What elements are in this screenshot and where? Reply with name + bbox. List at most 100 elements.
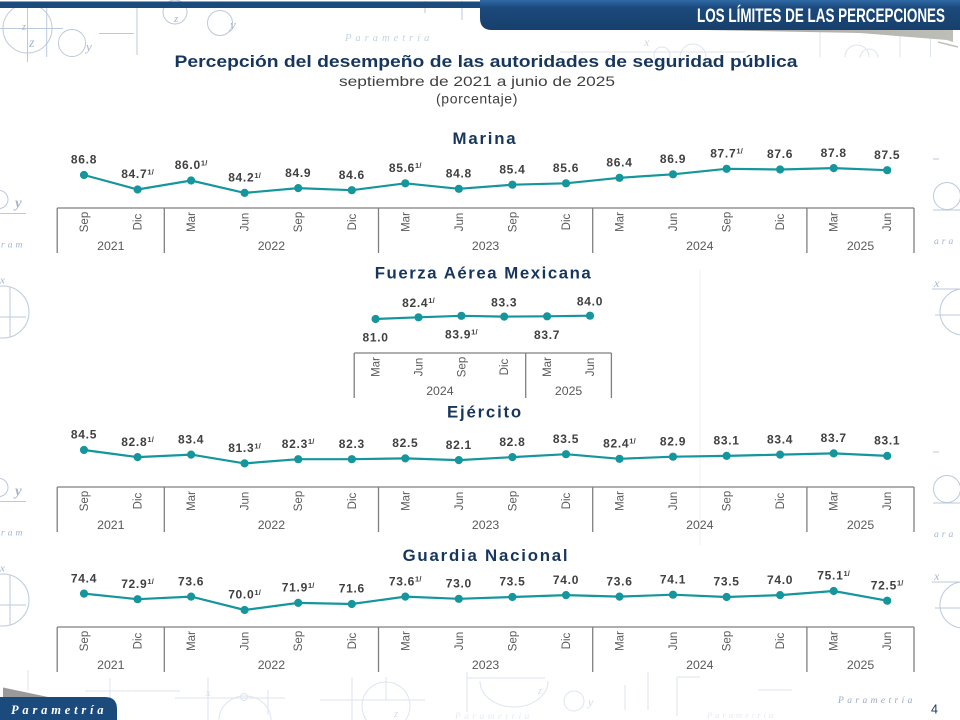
svg-text:z: z [28, 36, 35, 51]
svg-text:Sep: Sep [293, 212, 305, 232]
svg-text:82.3: 82.3 [339, 437, 365, 451]
svg-text:2023: 2023 [472, 658, 500, 672]
svg-text:Jun: Jun [240, 213, 252, 232]
svg-text:z: z [173, 13, 179, 25]
svg-text:Parametría: Parametría [344, 33, 433, 44]
svg-text:Jun: Jun [454, 213, 466, 232]
svg-text:2023: 2023 [472, 518, 500, 532]
svg-text:Parametría: Parametría [837, 696, 916, 706]
svg-text:Dic: Dic [347, 492, 359, 509]
svg-text:Dic: Dic [775, 632, 787, 649]
svg-text:x: x [205, 688, 211, 699]
svg-text:Mar: Mar [400, 631, 412, 651]
svg-text:86.01/: 86.01/ [175, 158, 209, 172]
svg-text:Jun: Jun [240, 492, 252, 511]
svg-text:84.0: 84.0 [577, 294, 603, 308]
svg-text:86.4: 86.4 [606, 156, 632, 170]
svg-text:85.4: 85.4 [499, 162, 525, 176]
svg-text:83.4: 83.4 [178, 432, 204, 446]
svg-text:4: 4 [931, 703, 938, 717]
svg-text:87.71/: 87.71/ [710, 147, 744, 161]
svg-text:Sep: Sep [79, 212, 91, 232]
svg-text:72.91/: 72.91/ [121, 577, 155, 591]
svg-text:Parametría: Parametría [11, 703, 107, 717]
svg-text:x: x [643, 35, 650, 49]
svg-text:ram: ram [1, 529, 25, 539]
svg-text:82.9: 82.9 [660, 434, 686, 448]
svg-text:Dic: Dic [499, 358, 511, 375]
svg-text:z: z [21, 22, 26, 33]
svg-text:Mar: Mar [615, 212, 627, 232]
svg-text:Jun: Jun [882, 632, 894, 651]
svg-text:2025: 2025 [847, 239, 875, 253]
svg-text:Mar: Mar [829, 212, 841, 232]
svg-text:73.0: 73.0 [446, 577, 472, 591]
svg-text:Sep: Sep [293, 631, 305, 651]
svg-text:81.31/: 81.31/ [228, 441, 262, 455]
svg-text:Mar: Mar [371, 357, 383, 377]
svg-text:82.1: 82.1 [446, 438, 472, 452]
svg-text:y: y [84, 39, 92, 54]
svg-text:83.91/: 83.91/ [445, 327, 479, 341]
svg-text:Sep: Sep [722, 491, 734, 511]
svg-text:Dic: Dic [133, 492, 145, 509]
svg-text:84.71/: 84.71/ [121, 167, 155, 181]
svg-text:83.4: 83.4 [767, 432, 793, 446]
svg-text:Marina: Marina [453, 129, 518, 148]
svg-text:83.1: 83.1 [714, 434, 740, 448]
svg-text:2023: 2023 [472, 239, 500, 253]
svg-text:ara: ara [934, 530, 956, 540]
svg-text:73.5: 73.5 [499, 575, 525, 589]
svg-text:Percepción del desempeño de la: Percepción del desempeño de las autorida… [175, 53, 799, 71]
svg-text:2025: 2025 [847, 518, 875, 532]
svg-text:2021: 2021 [97, 239, 125, 253]
svg-text:Jun: Jun [668, 632, 680, 651]
svg-text:Mar: Mar [615, 491, 627, 511]
svg-text:Dic: Dic [775, 492, 787, 509]
svg-text:Jun: Jun [585, 358, 597, 377]
svg-text:x: x [0, 275, 5, 287]
svg-text:70.01/: 70.01/ [228, 588, 262, 602]
svg-text:74.4: 74.4 [71, 571, 97, 585]
svg-text:x: x [933, 276, 940, 290]
svg-text:Jun: Jun [414, 358, 426, 377]
svg-text:Jun: Jun [882, 492, 894, 511]
svg-text:Jun: Jun [240, 632, 252, 651]
svg-text:85.6: 85.6 [553, 161, 579, 175]
svg-text:Guardia Nacional: Guardia Nacional [403, 546, 570, 565]
svg-text:Mar: Mar [400, 491, 412, 511]
svg-text:83.7: 83.7 [534, 328, 560, 342]
svg-text:Sep: Sep [456, 357, 468, 377]
svg-text:87.8: 87.8 [821, 146, 847, 160]
svg-text:82.8: 82.8 [499, 435, 525, 449]
svg-text:Mar: Mar [829, 491, 841, 511]
svg-text:Dic: Dic [561, 213, 573, 230]
svg-text:83.3: 83.3 [491, 295, 517, 309]
svg-text:2022: 2022 [258, 239, 286, 253]
svg-text:Mar: Mar [186, 212, 198, 232]
svg-text:Jun: Jun [882, 213, 894, 232]
svg-text:85.61/: 85.61/ [389, 161, 423, 175]
svg-text:Sep: Sep [507, 212, 519, 232]
svg-text:LOS LÍMITES DE LAS PERCEPCIONE: LOS LÍMITES DE LAS PERCEPCIONES [697, 4, 945, 27]
svg-text:81.0: 81.0 [363, 331, 389, 345]
svg-text:Parametría: Parametría [454, 712, 533, 720]
svg-text:y: y [587, 695, 594, 709]
svg-text:Dic: Dic [133, 632, 145, 649]
svg-text:75.11/: 75.11/ [817, 569, 851, 583]
svg-text:Dic: Dic [133, 213, 145, 230]
svg-text:84.21/: 84.21/ [228, 171, 262, 185]
svg-text:86.8: 86.8 [71, 153, 97, 167]
svg-text:Mar: Mar [615, 631, 627, 651]
svg-text:87.6: 87.6 [767, 147, 793, 161]
svg-text:73.6: 73.6 [178, 574, 204, 588]
svg-text:2024: 2024 [426, 384, 454, 398]
svg-text:(porcentaje): (porcentaje) [436, 91, 518, 107]
svg-text:73.6: 73.6 [606, 574, 632, 588]
svg-text:Dic: Dic [775, 213, 787, 230]
svg-text:Fuerza Aérea Mexicana: Fuerza Aérea Mexicana [375, 264, 593, 283]
svg-text:2024: 2024 [686, 658, 714, 672]
svg-text:73.61/: 73.61/ [389, 574, 423, 588]
svg-text:Ejército: Ejército [447, 403, 523, 422]
svg-text:septiembre de 2021 a junio de: septiembre de 2021 a junio de 2025 [339, 73, 615, 89]
